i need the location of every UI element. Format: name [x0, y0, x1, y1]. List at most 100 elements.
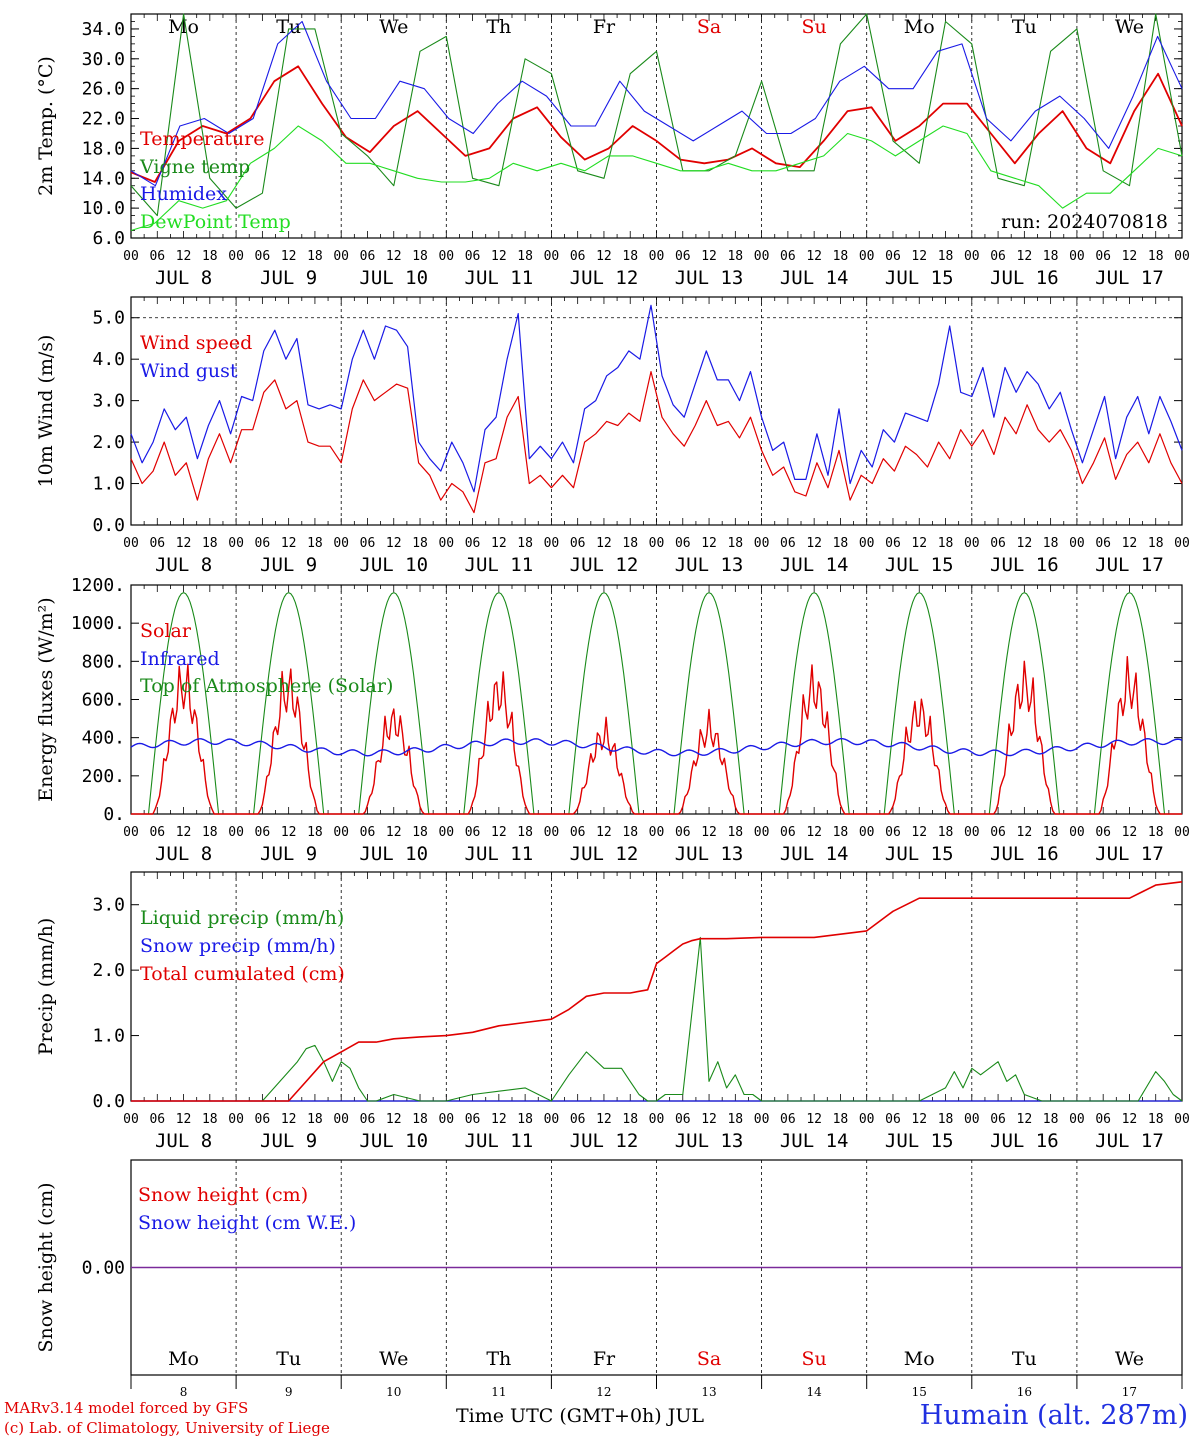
y-tick-label: 10.0	[82, 198, 125, 219]
hour-label: 06	[255, 1112, 271, 1127]
hour-label: 18	[202, 249, 218, 264]
y-tick-label: 0.	[103, 804, 125, 825]
y-tick-label: 800.	[82, 651, 125, 672]
hour-label: 00	[649, 825, 665, 840]
hour-label: 06	[885, 825, 901, 840]
day-name-label: Su	[802, 1348, 827, 1370]
hour-label: 18	[307, 825, 323, 840]
hour-label: 18	[307, 249, 323, 264]
y-axis-title: Precip (mm/h)	[35, 918, 57, 1056]
y-tick-label: 0.0	[92, 1091, 125, 1112]
y-tick-label: 1.0	[92, 1026, 125, 1047]
hour-label: 00	[964, 825, 980, 840]
day-number-label: 10	[386, 1385, 401, 1399]
hour-label: 12	[1017, 825, 1033, 840]
date-label: JUL 8	[155, 1130, 212, 1152]
series-line-dewpoint-temp	[130, 125, 1183, 232]
hour-label: 18	[727, 825, 743, 840]
legend-snow-precip: Snow precip (mm/h)	[140, 935, 336, 957]
hour-label: 06	[149, 825, 165, 840]
hour-label: 06	[990, 249, 1006, 264]
y-tick-label: 600.	[82, 690, 125, 711]
hour-label: 00	[333, 825, 349, 840]
hour-label: 06	[780, 536, 796, 551]
hour-label: 18	[517, 1112, 533, 1127]
hour-label: 06	[675, 1112, 691, 1127]
date-label: JUL 15	[885, 267, 954, 289]
hour-label: 00	[544, 825, 560, 840]
legend-infrared: Infrared	[140, 648, 220, 670]
hour-label: 12	[281, 1112, 297, 1127]
hour-label: 00	[754, 536, 770, 551]
day-name-label: We	[1115, 1348, 1144, 1370]
hour-label: 00	[1069, 249, 1085, 264]
hour-label: 06	[1095, 825, 1111, 840]
hour-label: 00	[1069, 536, 1085, 551]
hour-label: 06	[360, 825, 376, 840]
hour-label: 00	[544, 1112, 560, 1127]
y-tick-label: 2.0	[92, 432, 125, 453]
hour-label: 00	[859, 536, 875, 551]
day-number-label: 11	[491, 1385, 506, 1399]
legend-total-cumulated: Total cumulated (cm)	[140, 963, 345, 985]
y-tick-label: 1200.	[71, 575, 125, 596]
y-tick-label: 18.0	[82, 138, 125, 159]
hour-label: 12	[176, 1112, 192, 1127]
hour-label: 00	[123, 825, 139, 840]
hour-label: 18	[727, 536, 743, 551]
date-label: JUL 16	[990, 554, 1059, 576]
hour-label: 12	[911, 825, 927, 840]
y-tick-label: 4.0	[92, 349, 125, 370]
hour-label: 00	[333, 1112, 349, 1127]
day-name-label: Mo	[168, 1348, 199, 1370]
hour-label: 12	[491, 249, 507, 264]
day-number-label: 8	[180, 1385, 188, 1399]
hour-label: 12	[596, 1112, 612, 1127]
day-name-label: Th	[486, 1348, 511, 1370]
date-label: JUL 12	[570, 843, 639, 865]
date-label: JUL 15	[885, 843, 954, 865]
date-label: JUL 15	[885, 554, 954, 576]
y-tick-label: 1.0	[92, 474, 125, 495]
hour-label: 06	[360, 249, 376, 264]
y-tick-label: 400.	[82, 728, 125, 749]
hour-label: 12	[1017, 1112, 1033, 1127]
hour-label: 18	[1148, 249, 1164, 264]
hour-label: 00	[123, 1112, 139, 1127]
y-tick-label: 26.0	[82, 79, 125, 100]
date-label: JUL 16	[990, 843, 1059, 865]
hour-label: 12	[1122, 249, 1138, 264]
hour-label: 00	[1174, 1112, 1190, 1127]
hour-label: 18	[622, 536, 638, 551]
date-label: JUL 10	[359, 554, 428, 576]
day-number-label: 14	[807, 1385, 823, 1399]
hour-label: 06	[780, 1112, 796, 1127]
hour-label: 18	[1043, 825, 1059, 840]
y-tick-label: 1000.	[71, 613, 125, 634]
date-label: JUL 14	[780, 843, 849, 865]
hour-label: 18	[622, 1112, 638, 1127]
hour-label: 06	[255, 825, 271, 840]
hour-label: 06	[1095, 536, 1111, 551]
y-tick-label: 0.00	[82, 1258, 125, 1279]
day-number-label: 13	[701, 1385, 716, 1399]
date-label: JUL 8	[155, 843, 212, 865]
y-axis-title: Energy fluxes (W/m²)	[35, 597, 57, 801]
date-label: JUL 17	[1095, 267, 1164, 289]
y-tick-label: 0.0	[92, 515, 125, 536]
day-number-label: 12	[596, 1385, 611, 1399]
day-name-label: Fr	[593, 1348, 616, 1370]
day-name-label: Sa	[697, 16, 721, 38]
hour-label: 06	[780, 249, 796, 264]
legend-solar: Solar	[140, 620, 192, 642]
hour-label: 18	[412, 536, 428, 551]
hour-label: 12	[911, 1112, 927, 1127]
hour-label: 06	[149, 536, 165, 551]
hour-label: 00	[1174, 825, 1190, 840]
y-tick-label: 6.0	[92, 228, 125, 249]
hour-label: 00	[1174, 536, 1190, 551]
hour-label: 00	[754, 249, 770, 264]
y-tick-label: 5.0	[92, 308, 125, 329]
y-tick-label: 30.0	[82, 49, 125, 70]
day-name-label: Tu	[1012, 16, 1037, 38]
